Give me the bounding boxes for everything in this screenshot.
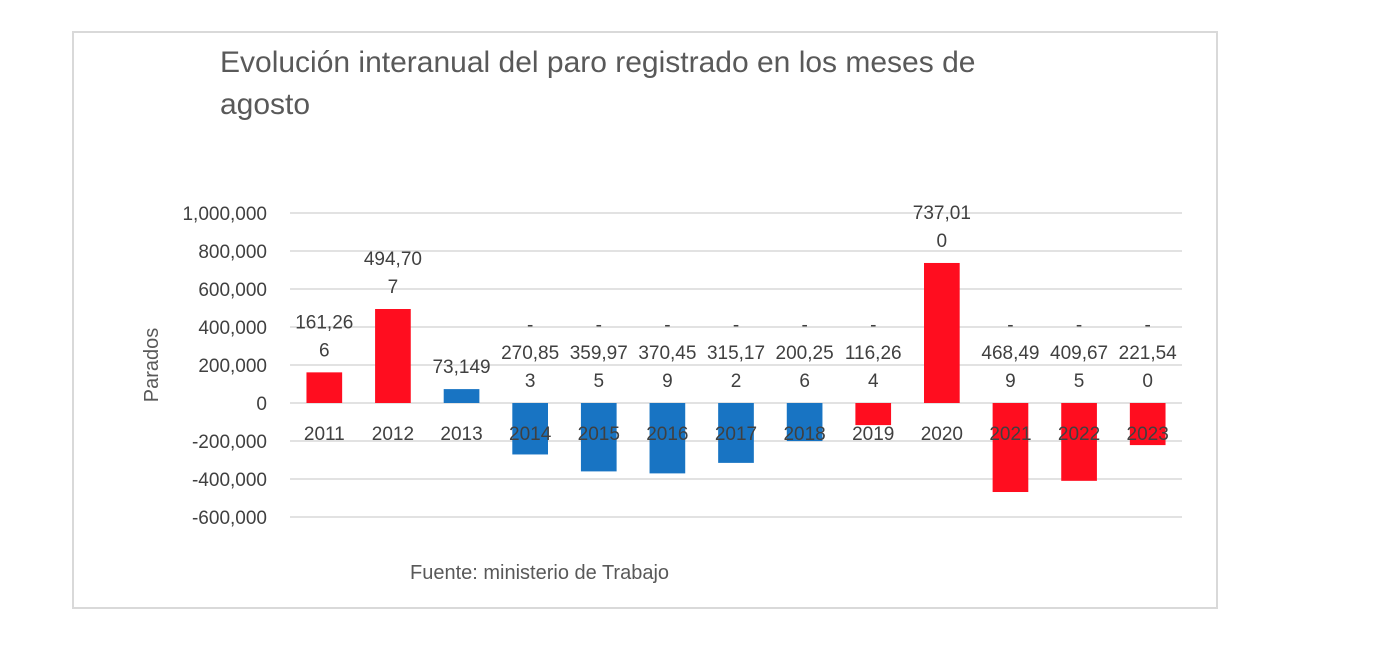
bar bbox=[375, 309, 411, 403]
value-label: 73,149 bbox=[432, 357, 490, 378]
y-tick-label: 800,000 bbox=[198, 242, 267, 263]
y-tick-label: -400,000 bbox=[192, 470, 267, 491]
x-tick-label: 2013 bbox=[440, 424, 482, 445]
bar bbox=[992, 403, 1029, 493]
value-label: -359,97 5 bbox=[570, 315, 628, 392]
x-tick-label: 2014 bbox=[509, 424, 552, 445]
y-tick-label: -600,000 bbox=[192, 508, 267, 529]
x-tick-label: 2015 bbox=[578, 424, 620, 445]
x-tick-label: 2012 bbox=[372, 424, 414, 445]
value-label: 161,26 6 bbox=[295, 312, 353, 361]
y-tick-label: -200,000 bbox=[192, 432, 267, 453]
x-tick-label: 2017 bbox=[715, 424, 757, 445]
x-tick-label: 2022 bbox=[1058, 424, 1100, 445]
x-tick-label: 2023 bbox=[1127, 424, 1169, 445]
value-label: -116,26 4 bbox=[845, 315, 902, 392]
x-tick-label: 2020 bbox=[921, 424, 963, 445]
value-label: -270,85 3 bbox=[501, 315, 559, 392]
y-axis-label: Parados bbox=[141, 328, 163, 403]
value-label: -221,54 0 bbox=[1119, 315, 1178, 392]
chart-frame bbox=[72, 31, 1218, 609]
x-tick-label: 2018 bbox=[783, 424, 825, 445]
x-tick-label: 2019 bbox=[852, 424, 894, 445]
value-label: -468,49 9 bbox=[981, 315, 1039, 392]
y-tick-label: 400,000 bbox=[198, 318, 267, 339]
value-label: 494,70 7 bbox=[364, 249, 422, 298]
bar bbox=[855, 403, 892, 426]
bar bbox=[580, 403, 617, 472]
bar bbox=[718, 403, 754, 463]
value-label: -409,67 5 bbox=[1050, 315, 1108, 392]
value-label: 737,01 0 bbox=[913, 203, 971, 252]
bar bbox=[924, 262, 960, 403]
chart-title: Evolución interanual del paro registrado… bbox=[220, 46, 975, 121]
bar bbox=[786, 403, 823, 442]
y-tick-label: 600,000 bbox=[198, 280, 267, 301]
bar bbox=[1061, 403, 1097, 481]
bar bbox=[306, 372, 343, 403]
value-label: -200,25 6 bbox=[776, 315, 834, 392]
y-tick-label: 0 bbox=[256, 394, 267, 415]
value-label: -315,17 2 bbox=[707, 315, 765, 392]
x-tick-label: 2021 bbox=[989, 424, 1031, 445]
bar bbox=[443, 389, 480, 403]
source-note: Fuente: ministerio de Trabajo bbox=[410, 562, 669, 584]
bar bbox=[1129, 403, 1166, 446]
bar bbox=[649, 403, 686, 474]
x-tick-label: 2016 bbox=[646, 424, 688, 445]
y-tick-label: 1,000,000 bbox=[182, 204, 267, 225]
bar bbox=[512, 403, 548, 455]
x-tick-label: 2011 bbox=[304, 424, 345, 445]
value-label: -370,45 9 bbox=[638, 315, 696, 392]
y-tick-label: 200,000 bbox=[198, 356, 267, 377]
